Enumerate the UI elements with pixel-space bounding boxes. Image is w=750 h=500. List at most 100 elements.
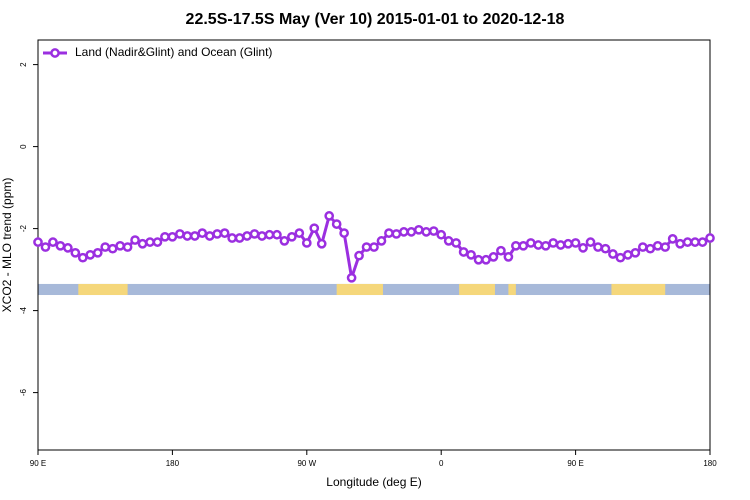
data-point (160, 231, 170, 242)
x-tick-label: 90 W (297, 459, 316, 468)
data-point (428, 226, 439, 236)
data-point (130, 235, 140, 245)
data-point (301, 238, 312, 248)
legend-label: Land (Nadir&Glint) and Ocean (Glint) (75, 45, 272, 59)
data-point (63, 243, 73, 253)
y-tick-label: -4 (19, 306, 28, 314)
data-point (376, 236, 387, 246)
y-axis-label: XCO2 - MLO trend (ppm) (0, 178, 14, 313)
data-point (115, 240, 125, 251)
data-point (324, 211, 335, 221)
data-point (511, 240, 521, 251)
data-point (481, 254, 491, 265)
data-point (182, 231, 193, 241)
data-point (608, 249, 618, 259)
data-point (316, 238, 327, 249)
x-tick-label: 0 (439, 459, 444, 468)
data-point (287, 231, 297, 242)
data-point (413, 224, 424, 235)
data-point (555, 240, 566, 250)
data-point (525, 238, 536, 248)
data-point (257, 231, 267, 241)
data-point (451, 238, 461, 248)
legend-marker (50, 48, 60, 58)
data-point (578, 243, 588, 253)
data-point (533, 240, 544, 250)
data-point (92, 247, 103, 258)
data-point (458, 247, 469, 257)
land-segment (508, 283, 516, 296)
data-point (652, 240, 663, 251)
data-point (70, 247, 81, 258)
data-point (249, 229, 260, 239)
data-point (615, 252, 626, 263)
data-point (369, 242, 379, 252)
data-point (219, 228, 230, 238)
land-segment (78, 283, 128, 296)
data-point (279, 236, 290, 246)
data-point (264, 229, 275, 240)
data-point (540, 240, 551, 251)
data-point (600, 243, 611, 254)
data-point (100, 242, 111, 252)
data-point (242, 231, 252, 241)
data-point (167, 231, 178, 242)
data-point (630, 247, 641, 258)
data-point (204, 231, 215, 241)
data-point (705, 233, 715, 243)
x-tick-label: 90 E (30, 459, 46, 468)
chart-title: 22.5S-17.5S May (Ver 10) 2015-01-01 to 2… (186, 11, 565, 28)
data-point (667, 234, 678, 244)
data-point (496, 245, 506, 256)
data-point (339, 228, 349, 238)
data-point (227, 233, 237, 243)
data-point (436, 229, 447, 240)
y-tick-label: 0 (19, 144, 28, 149)
data-point (354, 250, 364, 261)
data-point (331, 219, 342, 229)
data-point (645, 243, 656, 254)
data-point (145, 237, 155, 247)
y-tick-label: -2 (19, 224, 28, 232)
data-point (503, 252, 514, 262)
data-point (234, 233, 245, 243)
data-point (399, 227, 409, 237)
data-point (682, 237, 693, 247)
data-point (212, 229, 223, 239)
data-point (623, 249, 633, 260)
y-tick-label: 2 (19, 62, 28, 67)
data-point (346, 272, 357, 283)
data-point (443, 236, 454, 246)
data-point (48, 237, 58, 247)
data-point (85, 249, 96, 260)
data-point (152, 237, 163, 247)
data-point (406, 227, 417, 237)
x-tick-label: 180 (703, 459, 717, 468)
data-point (660, 242, 671, 252)
data-point (189, 231, 200, 241)
data-point (421, 227, 432, 237)
data-point (272, 229, 282, 240)
data-point (585, 237, 596, 247)
data-point (55, 240, 66, 251)
x-axis-label: Longitude (deg E) (326, 475, 421, 489)
data-point (309, 223, 320, 234)
data-point (175, 229, 185, 239)
data-point (488, 252, 499, 262)
data-point (637, 242, 648, 252)
data-point (384, 228, 394, 238)
data-point (563, 238, 573, 249)
data-point (33, 237, 43, 247)
y-tick-label: -6 (19, 388, 28, 396)
data-point (518, 240, 529, 251)
data-point (197, 228, 208, 238)
data-point (690, 237, 700, 247)
land-segment (336, 283, 383, 296)
data-point (107, 243, 118, 254)
data-point (122, 242, 133, 252)
x-tick-label: 180 (166, 459, 180, 468)
data-point (137, 238, 148, 249)
data-point (466, 249, 476, 260)
data-point (391, 229, 402, 239)
